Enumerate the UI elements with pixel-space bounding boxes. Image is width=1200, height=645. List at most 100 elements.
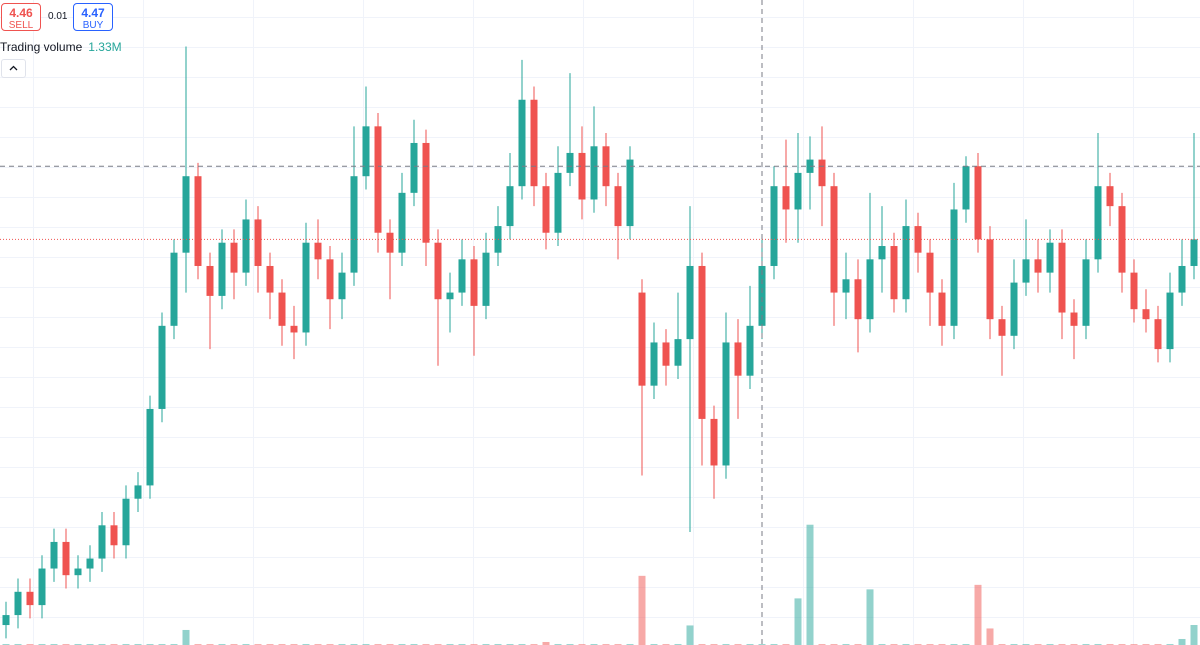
candle-body <box>1070 312 1078 326</box>
candle-body <box>38 568 46 606</box>
candle-body <box>938 292 946 326</box>
candle-body <box>458 259 466 293</box>
candle-body <box>506 186 514 227</box>
volume-bar <box>542 641 550 645</box>
candle-body <box>1106 186 1114 207</box>
volume-bar <box>866 589 874 645</box>
spread: 0.01 <box>48 11 68 22</box>
volume-bar <box>986 628 994 645</box>
candle-body <box>542 186 550 233</box>
sell-button[interactable]: 4.46 SELL <box>1 3 41 31</box>
candle-body <box>926 252 934 293</box>
volume-bar <box>686 625 694 645</box>
candle-body <box>902 226 910 300</box>
candle-body <box>254 219 262 266</box>
candle-body <box>1166 292 1174 350</box>
candle-body <box>158 325 166 409</box>
volume-bar <box>1178 638 1186 645</box>
volume-bar <box>974 584 982 645</box>
candle-body <box>1154 319 1162 350</box>
candle-body <box>1094 186 1102 260</box>
candle-body <box>446 292 454 300</box>
candle-body <box>782 186 790 210</box>
candle-body <box>206 265 214 296</box>
candle-body <box>194 176 202 266</box>
candle-body <box>818 159 826 187</box>
candle-body <box>662 342 670 366</box>
candle-body <box>674 339 682 366</box>
candle-body <box>314 242 322 260</box>
candle-body <box>758 265 766 326</box>
candle-body <box>170 252 178 326</box>
legend: Trading volume 1.33M <box>0 40 122 54</box>
candle-body <box>554 172 562 233</box>
candle-body <box>26 591 34 606</box>
candle-body <box>998 319 1006 336</box>
sell-price: 4.46 <box>9 6 33 20</box>
collapse-button[interactable] <box>1 59 26 78</box>
candle-body <box>974 166 982 240</box>
volume-bar <box>1190 625 1198 645</box>
candle-body <box>566 152 574 173</box>
candle-body <box>410 142 418 193</box>
buy-button[interactable]: 4.47 BUY <box>73 3 113 31</box>
candle-body <box>398 192 406 253</box>
candle-body <box>386 232 394 253</box>
candle-body <box>962 166 970 210</box>
candle-body <box>638 292 646 386</box>
legend-value: 1.33M <box>88 40 122 54</box>
candle-body <box>434 242 442 300</box>
volume-bar <box>638 575 646 645</box>
buy-price: 4.47 <box>81 6 105 20</box>
candle-body <box>470 259 478 306</box>
candle-body <box>2 615 10 626</box>
candle-body <box>530 99 538 187</box>
candle-body <box>1010 282 1018 336</box>
candle-body <box>626 159 634 227</box>
candle-body <box>50 541 58 569</box>
candle-body <box>1190 239 1198 266</box>
candle-body <box>134 485 142 499</box>
candle-body <box>374 126 382 233</box>
candle-body <box>842 279 850 293</box>
candle-body <box>722 342 730 466</box>
candle-body <box>182 176 190 253</box>
volume-bar <box>806 524 814 645</box>
candle-body <box>62 541 70 576</box>
caret-icon <box>9 65 18 71</box>
legend-name: Trading volume <box>0 40 83 54</box>
candle-body <box>878 246 886 260</box>
candle-body <box>686 265 694 340</box>
candle-body <box>614 186 622 227</box>
candle-body <box>218 242 226 296</box>
candle-body <box>986 239 994 320</box>
candle-body <box>1082 259 1090 326</box>
candle-body <box>86 558 94 569</box>
candle-body <box>734 342 742 376</box>
candle-body <box>302 242 310 333</box>
candle-body <box>362 126 370 177</box>
candle-body <box>578 152 586 200</box>
candle-body <box>266 265 274 293</box>
candle-body <box>338 272 346 300</box>
candle-body <box>242 219 250 273</box>
candle-body <box>590 146 598 200</box>
candle-body <box>1130 272 1138 310</box>
candle-body <box>854 279 862 320</box>
candle-body <box>230 242 238 273</box>
candle-body <box>110 525 118 546</box>
candle-body <box>650 342 658 386</box>
sell-label: SELL <box>8 20 34 31</box>
candle-body <box>518 99 526 187</box>
candle-body <box>482 252 490 306</box>
candle-body <box>326 259 334 300</box>
candle-body <box>74 568 82 576</box>
candle-body <box>350 176 358 273</box>
candle-body <box>422 142 430 243</box>
candle-body <box>1142 309 1150 320</box>
candle-body <box>1034 259 1042 273</box>
candle-body <box>698 265 706 419</box>
volume-bar <box>182 629 190 645</box>
